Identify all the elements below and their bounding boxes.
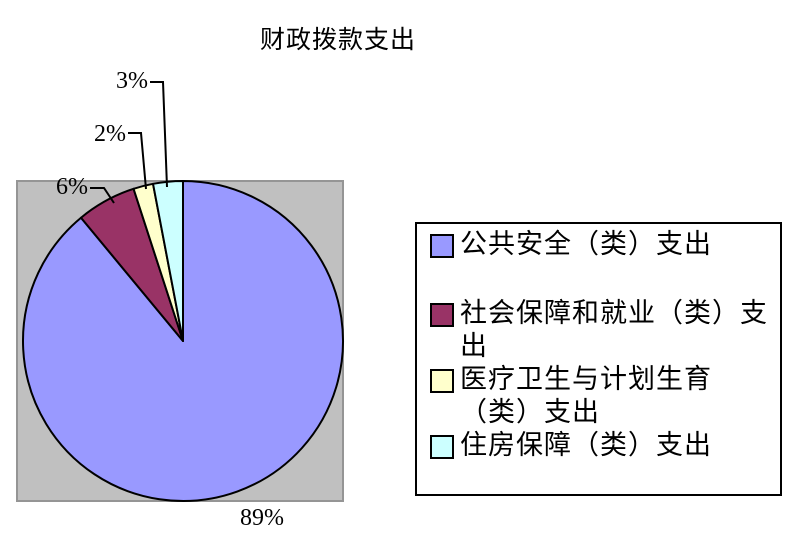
leader-line-slice-3 [128, 132, 147, 190]
legend-label: 社会保障和就业（类）支 出 [460, 297, 768, 363]
legend-label: 医疗卫生与计划生育 （类）支出 [460, 363, 712, 429]
legend-label: 公共安全（类）支出 [460, 228, 712, 261]
legend-label-line: 社会保障和就业（类）支 [460, 298, 768, 328]
legend-item: 住房保障（类）支出 [430, 429, 774, 462]
legend-swatch-icon [430, 234, 454, 258]
legend-item: 医疗卫生与计划生育 （类）支出 [430, 363, 774, 429]
data-label-slice-2: 6% [56, 174, 88, 200]
data-label-slice-1: 89% [240, 505, 284, 531]
legend-label-line: 公共安全（类）支出 [460, 229, 712, 259]
legend-label-line: （类）支出 [460, 397, 600, 427]
leader-line-slice-2 [90, 187, 115, 204]
legend-swatch-icon [430, 435, 454, 459]
leader-line-slice-4 [150, 81, 168, 188]
legend-swatch-icon [430, 303, 454, 327]
data-label-slice-4: 3% [116, 68, 148, 94]
pie-slice-4 [152, 179, 184, 342]
legend-label-line: 出 [460, 331, 488, 361]
legend-label-line: 住房保障（类）支出 [460, 430, 712, 460]
callout-lines [90, 81, 168, 204]
legend-label: 住房保障（类）支出 [460, 429, 712, 462]
pie [22, 179, 344, 502]
legend-swatch-icon [430, 369, 454, 393]
legend-item: 公共安全（类）支出 [430, 228, 774, 261]
legend-item: 社会保障和就业（类）支 出 [430, 297, 774, 363]
legend-label-line: 医疗卫生与计划生育 [460, 364, 712, 394]
chart-title: 财政拨款支出 [259, 27, 416, 54]
legend: 公共安全（类）支出 社会保障和就业（类）支 出 医疗卫生与计划生育 （类）支出 … [415, 222, 782, 496]
data-label-slice-3: 2% [94, 121, 126, 147]
